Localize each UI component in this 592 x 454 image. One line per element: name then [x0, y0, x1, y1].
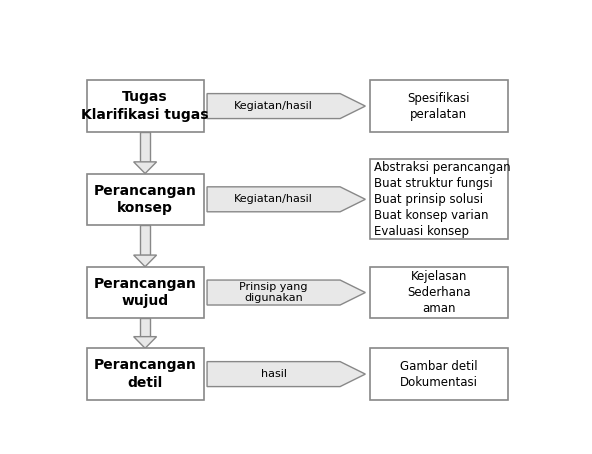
Text: Abstraksi perancangan
Buat struktur fungsi
Buat prinsip solusi
Buat konsep varia: Abstraksi perancangan Buat struktur fung…: [374, 161, 510, 238]
Bar: [370, 80, 507, 132]
Bar: [86, 80, 204, 132]
Text: hasil: hasil: [260, 369, 287, 379]
Polygon shape: [134, 162, 156, 173]
Text: Kejelasan
Sederhana
aman: Kejelasan Sederhana aman: [407, 270, 471, 315]
Text: Kegiatan/hasil: Kegiatan/hasil: [234, 194, 313, 204]
Polygon shape: [134, 337, 156, 348]
Text: Tugas
Klarifikasi tugas: Tugas Klarifikasi tugas: [81, 90, 209, 122]
Polygon shape: [207, 280, 365, 305]
Bar: [86, 173, 204, 225]
Polygon shape: [134, 255, 156, 267]
Text: Perancangan
wujud: Perancangan wujud: [94, 277, 197, 308]
Polygon shape: [207, 361, 365, 386]
Polygon shape: [207, 187, 365, 212]
Polygon shape: [140, 132, 150, 162]
Bar: [86, 348, 204, 400]
Bar: [370, 267, 507, 318]
Text: Prinsip yang
digunakan: Prinsip yang digunakan: [239, 282, 308, 303]
Bar: [86, 267, 204, 318]
Text: Kegiatan/hasil: Kegiatan/hasil: [234, 101, 313, 111]
Text: Gambar detil
Dokumentasi: Gambar detil Dokumentasi: [400, 360, 478, 389]
Polygon shape: [140, 318, 150, 337]
Polygon shape: [207, 94, 365, 118]
Polygon shape: [140, 225, 150, 255]
Bar: [370, 348, 507, 400]
Text: Spesifikasi
peralatan: Spesifikasi peralatan: [407, 92, 470, 121]
Text: Perancangan
konsep: Perancangan konsep: [94, 184, 197, 215]
Text: Perancangan
detil: Perancangan detil: [94, 359, 197, 390]
Bar: [370, 159, 507, 239]
